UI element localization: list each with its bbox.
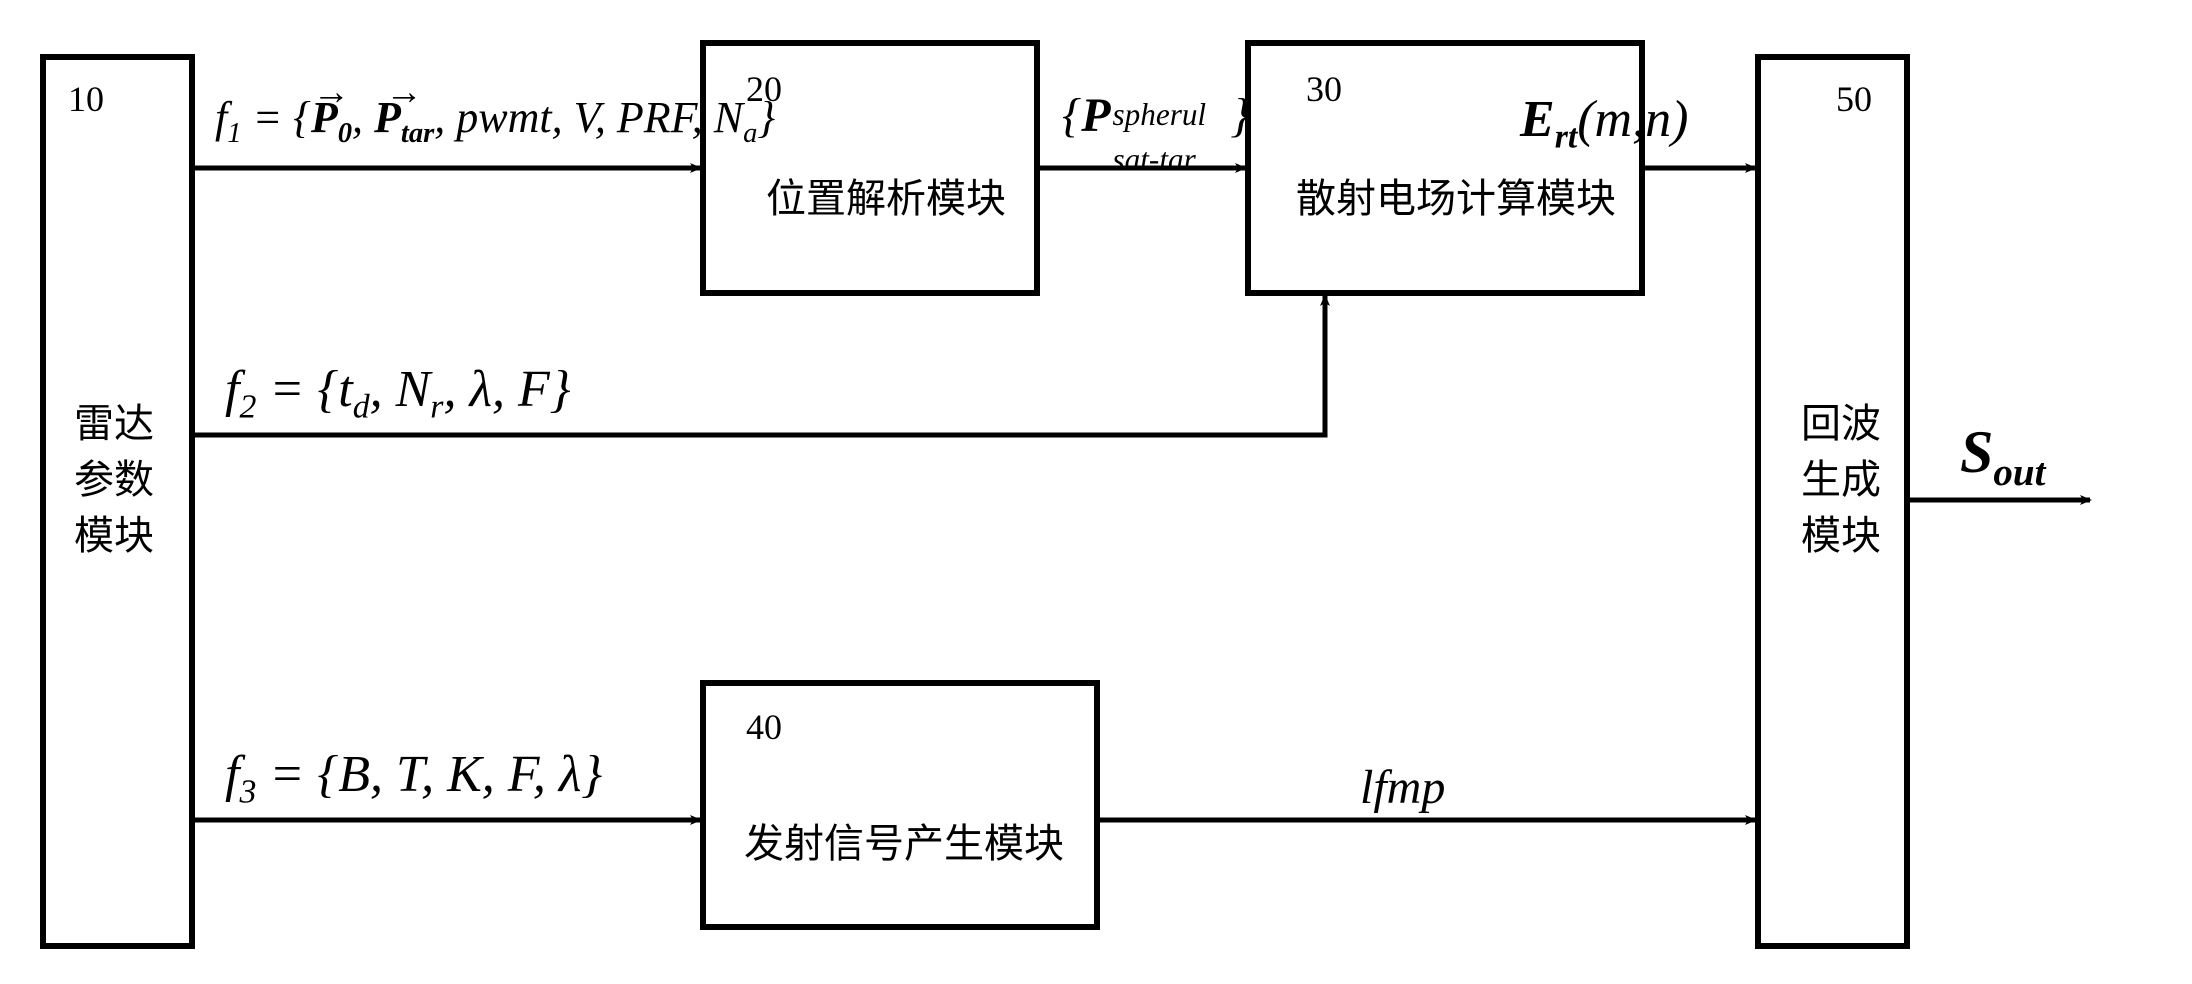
formula-lfmp: lfmp — [1360, 760, 1445, 815]
box-label-30: 散射电场计算模块 — [1296, 171, 1616, 227]
box-num-30: 30 — [1306, 68, 1342, 110]
box-position-parse: 20 位置解析模块 — [700, 40, 1040, 296]
box-label-10: 雷达参数模块 — [74, 396, 164, 564]
formula-sout: Sout — [1960, 418, 2045, 495]
formula-p-spherical: {Pspherulsat-tar} — [1062, 88, 1250, 143]
box-tx-signal: 40 发射信号产生模块 — [700, 680, 1100, 930]
box-num-40: 40 — [746, 706, 782, 748]
diagram-canvas: 10 雷达参数模块 20 位置解析模块 30 散射电场计算模块 40 发射信号产… — [0, 0, 2192, 984]
formula-f1: f1 = {P0, Ptar, pwmt, V, PRF, Na} — [215, 92, 775, 150]
formula-f2: f2 = {td, Nr, λ, F} — [225, 360, 571, 426]
formula-f3: f3 = {B, T, K, F, λ} — [225, 745, 602, 811]
formula-ert: Ert(m,n) — [1520, 90, 1688, 156]
box-num-10: 10 — [68, 78, 104, 120]
box-label-40: 发射信号产生模块 — [744, 816, 1064, 872]
box-echo-gen: 50 回波生成模块 — [1755, 54, 1910, 949]
box-radar-params: 10 雷达参数模块 — [40, 54, 195, 949]
box-num-50: 50 — [1836, 78, 1872, 120]
box-label-20: 位置解析模块 — [766, 171, 1006, 227]
box-label-50: 回波生成模块 — [1801, 396, 1891, 564]
box-scatter-field: 30 散射电场计算模块 — [1245, 40, 1645, 296]
